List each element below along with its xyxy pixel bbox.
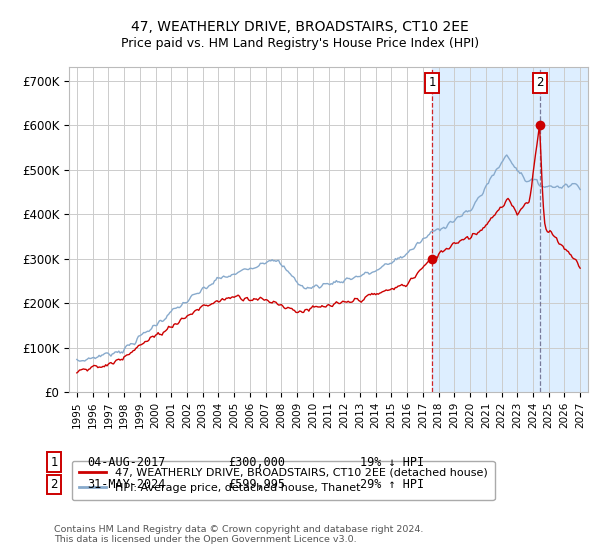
Text: Contains HM Land Registry data © Crown copyright and database right 2024.
This d: Contains HM Land Registry data © Crown c… xyxy=(54,525,424,544)
Text: 1: 1 xyxy=(50,455,58,469)
Text: £300,000: £300,000 xyxy=(228,455,285,469)
Text: 2: 2 xyxy=(536,76,544,89)
Text: 31-MAY-2024: 31-MAY-2024 xyxy=(87,478,166,491)
Text: 1: 1 xyxy=(428,76,436,89)
Text: 04-AUG-2017: 04-AUG-2017 xyxy=(87,455,166,469)
Text: 29% ↑ HPI: 29% ↑ HPI xyxy=(360,478,424,491)
Text: 19% ↓ HPI: 19% ↓ HPI xyxy=(360,455,424,469)
Text: 2: 2 xyxy=(50,478,58,491)
Legend: 47, WEATHERLY DRIVE, BROADSTAIRS, CT10 2EE (detached house), HPI: Average price,: 47, WEATHERLY DRIVE, BROADSTAIRS, CT10 2… xyxy=(72,461,495,500)
Text: 47, WEATHERLY DRIVE, BROADSTAIRS, CT10 2EE: 47, WEATHERLY DRIVE, BROADSTAIRS, CT10 2… xyxy=(131,20,469,34)
Bar xyxy=(432,67,588,392)
Bar xyxy=(539,67,588,392)
Text: £599,995: £599,995 xyxy=(228,478,285,491)
Text: Price paid vs. HM Land Registry's House Price Index (HPI): Price paid vs. HM Land Registry's House … xyxy=(121,37,479,50)
